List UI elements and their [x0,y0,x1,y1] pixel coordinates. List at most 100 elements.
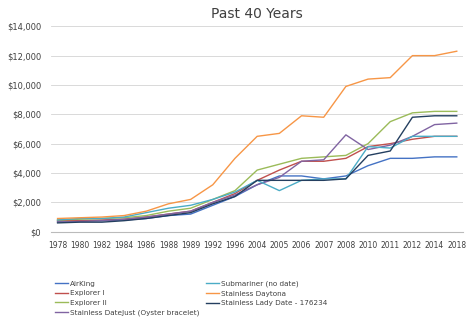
Title: Past 40 Years: Past 40 Years [211,7,303,21]
Stainless Daytona [387,76,393,80]
Submariner (no date) [299,178,304,182]
Submariner (no date) [365,145,371,149]
AirKing [343,174,349,178]
Stainless DateJust (Oyster bracelet) [210,200,216,204]
Stainless DateJust (Oyster bracelet) [77,219,82,223]
Stainless DateJust (Oyster bracelet) [55,220,60,224]
Explorer II [365,142,371,146]
Submariner (no date) [410,134,415,138]
Submariner (no date) [144,211,149,214]
Line: Explorer I: Explorer I [57,136,457,221]
Submariner (no date) [276,189,282,193]
AirKing [210,203,216,207]
AirKing [321,177,327,181]
Stainless Lady Date - 176234 [121,219,127,223]
Stainless Daytona [299,114,304,118]
Explorer I [77,219,82,223]
Stainless DateJust (Oyster bracelet) [365,148,371,152]
Stainless Lady Date - 176234 [144,216,149,220]
AirKing [299,174,304,178]
Line: Explorer II: Explorer II [57,111,457,220]
Legend: AirKing, Explorer I, Explorer II, Stainless DateJust (Oyster bracelet), Submarin: AirKing, Explorer I, Explorer II, Stainl… [55,280,328,316]
Explorer II [77,217,82,221]
Stainless Daytona [144,209,149,213]
Stainless DateJust (Oyster bracelet) [343,133,349,137]
Line: Submariner (no date): Submariner (no date) [57,136,457,220]
Explorer II [144,213,149,217]
Explorer I [387,142,393,146]
Stainless DateJust (Oyster bracelet) [387,143,393,147]
Explorer I [410,137,415,141]
Line: AirKing: AirKing [57,157,457,221]
Submariner (no date) [432,134,438,138]
Stainless DateJust (Oyster bracelet) [255,183,260,187]
Stainless Daytona [365,77,371,81]
Explorer II [55,218,60,222]
Explorer I [210,200,216,204]
AirKing [121,218,127,222]
Explorer I [321,159,327,163]
Submariner (no date) [188,203,193,207]
AirKing [365,164,371,168]
Stainless Lady Date - 176234 [210,202,216,206]
Stainless Daytona [210,183,216,187]
AirKing [99,219,105,223]
Explorer I [454,134,460,138]
Explorer I [55,219,60,223]
Stainless Lady Date - 176234 [77,220,82,224]
AirKing [276,174,282,178]
Explorer I [99,218,105,222]
Stainless Lady Date - 176234 [410,115,415,119]
Stainless Lady Date - 176234 [276,178,282,182]
Explorer I [165,212,171,216]
Line: Stainless DateJust (Oyster bracelet): Stainless DateJust (Oyster bracelet) [57,123,457,222]
Explorer I [121,217,127,221]
Stainless DateJust (Oyster bracelet) [432,122,438,126]
Stainless Daytona [232,156,238,160]
Explorer II [255,168,260,172]
Explorer II [387,120,393,124]
Explorer II [121,216,127,220]
Stainless DateJust (Oyster bracelet) [454,121,460,125]
Stainless DateJust (Oyster bracelet) [188,209,193,213]
Explorer I [432,134,438,138]
Explorer II [276,162,282,166]
Submariner (no date) [387,146,393,150]
Explorer II [321,155,327,159]
Explorer II [188,206,193,210]
Stainless Lady Date - 176234 [99,220,105,224]
Stainless Lady Date - 176234 [255,178,260,182]
Explorer I [144,215,149,219]
Explorer I [276,168,282,172]
Stainless Daytona [99,215,105,219]
AirKing [432,155,438,159]
Stainless Lady Date - 176234 [232,195,238,199]
Submariner (no date) [343,177,349,181]
Stainless Lady Date - 176234 [188,211,193,214]
AirKing [188,212,193,216]
AirKing [454,155,460,159]
Stainless Lady Date - 176234 [321,178,327,182]
Explorer II [410,111,415,115]
Submariner (no date) [165,206,171,210]
Stainless Lady Date - 176234 [55,221,60,225]
Stainless Daytona [188,197,193,201]
AirKing [232,195,238,199]
Submariner (no date) [210,197,216,201]
Explorer II [432,109,438,113]
Submariner (no date) [255,178,260,182]
Explorer II [210,197,216,201]
Explorer II [299,156,304,160]
Stainless Lady Date - 176234 [432,114,438,118]
AirKing [165,213,171,217]
AirKing [410,156,415,160]
Stainless Lady Date - 176234 [454,114,460,118]
Stainless DateJust (Oyster bracelet) [299,159,304,163]
Stainless Daytona [121,213,127,217]
Stainless Lady Date - 176234 [165,213,171,217]
Stainless Daytona [410,54,415,58]
Explorer II [454,109,460,113]
Explorer II [232,189,238,193]
Stainless Lady Date - 176234 [343,177,349,181]
Stainless DateJust (Oyster bracelet) [144,215,149,219]
